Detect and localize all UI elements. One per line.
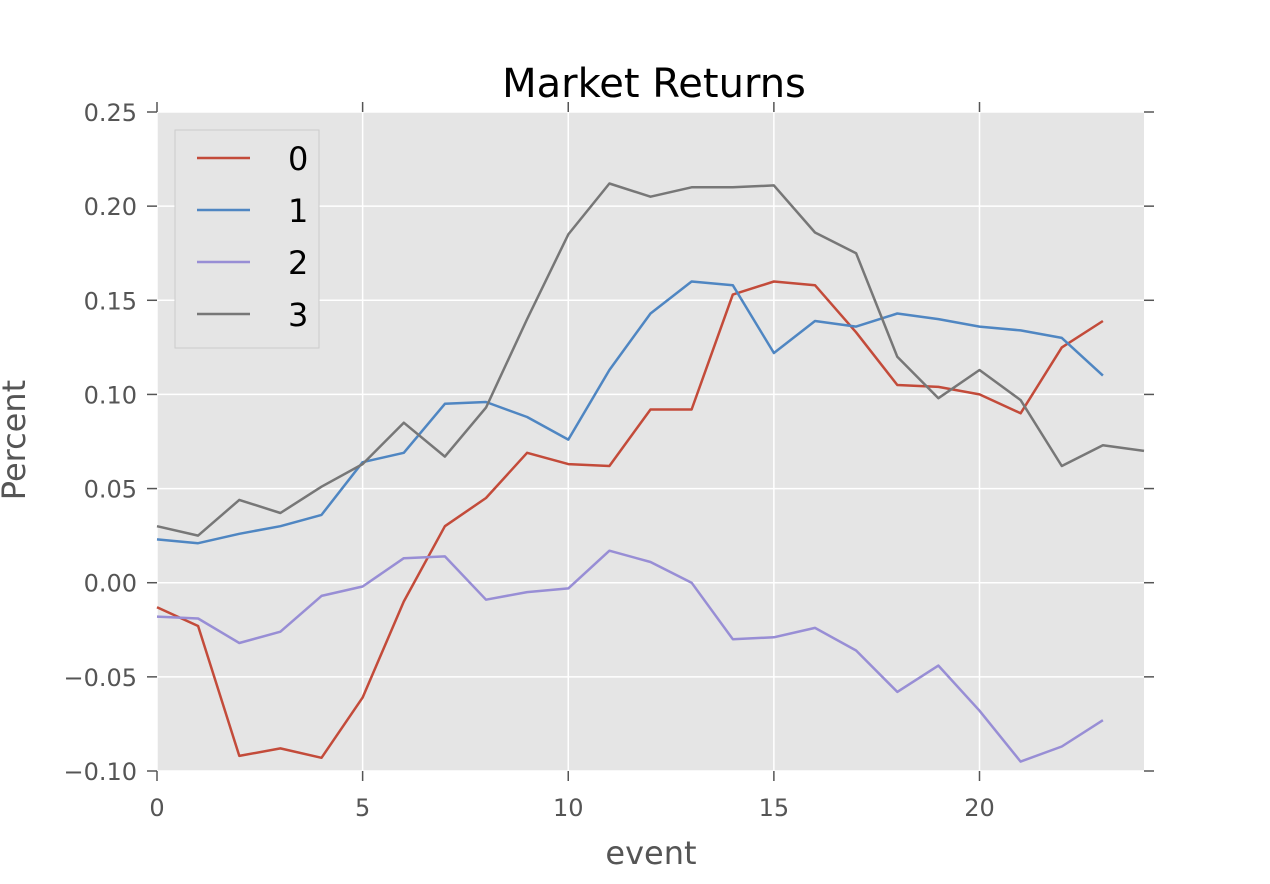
y-tick-label: 0.00 (84, 570, 137, 598)
legend-box (174, 129, 320, 349)
x-tick-label: 20 (964, 794, 995, 822)
series-line-3 (156, 182, 1145, 537)
tick-labels: 0 5 10 15 20−0.10−0.050.000.050.100.150.200.… (63, 99, 994, 822)
legend-label-1: 1 (288, 192, 308, 230)
x-axis-label: event (605, 834, 696, 872)
y-tick-label: −0.10 (63, 758, 137, 786)
series-line-1 (156, 280, 1104, 545)
y-tick-label: 0.10 (84, 381, 137, 409)
x-tick-label: 5 (355, 794, 370, 822)
y-tick-label: 0.15 (84, 287, 137, 315)
y-tick-label: 0.20 (84, 193, 137, 221)
x-tick-label: 15 (759, 794, 790, 822)
y-axis-label: Percent (0, 380, 33, 500)
x-tick-label: 10 (553, 794, 584, 822)
x-tick-label: 0 (149, 794, 164, 822)
legend-label-3: 3 (288, 296, 308, 334)
legend-label-0: 0 (288, 140, 308, 178)
legend: 0 1 2 3 (174, 129, 320, 349)
y-tick-label: 0.25 (84, 99, 137, 127)
chart-title: Market Returns (502, 61, 806, 107)
legend-label-2: 2 (288, 244, 308, 282)
axis-ticks (147, 102, 1154, 781)
y-tick-label: 0.05 (84, 476, 137, 504)
y-tick-label: −0.05 (63, 664, 137, 692)
series-line-2 (156, 549, 1104, 763)
series-line-0 (156, 280, 1104, 760)
series-group (156, 182, 1145, 763)
